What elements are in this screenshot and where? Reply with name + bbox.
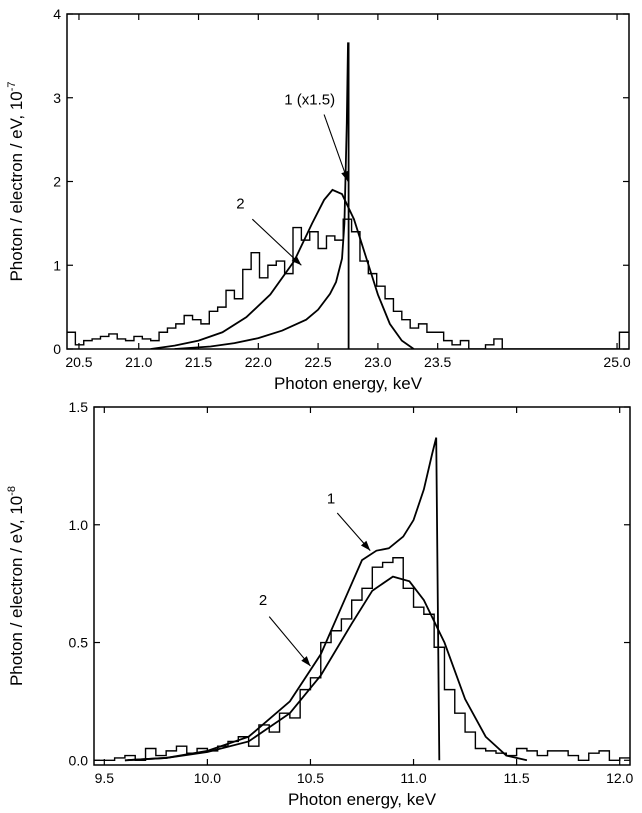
y-axis-label: Photon / electron / eV, 10-8 (6, 486, 26, 686)
x-tick-label: 23.5 (424, 354, 451, 370)
plot-area (94, 437, 630, 762)
annotation-label: 2 (259, 592, 267, 609)
annotation-label: 1 (x1.5) (284, 91, 335, 108)
annotation-label: 1 (327, 491, 335, 508)
annotation-arrow (251, 218, 302, 266)
annotation-label: 2 (236, 195, 244, 212)
y-axis-label: Photon / electron / eV, 10-7 (6, 81, 26, 281)
chart-panel-1: 20.5 21.0 21.5 22.0 22.5 23.0 23.5 25.0 0 1 2 3 4 Pho… (6, 6, 631, 393)
annotation-arrowhead (341, 170, 349, 182)
annotation-arrowhead (291, 255, 302, 266)
annotation-arrowhead (301, 656, 311, 667)
y-tick-label: 3 (53, 90, 61, 106)
x-tick-label: 22.5 (304, 354, 331, 370)
series-curve-2 (150, 188, 415, 349)
x-tick-label: 9.5 (95, 770, 115, 786)
annotation-arrow (268, 616, 311, 667)
annotation-arrowhead (360, 540, 371, 551)
annotation-arrow (323, 114, 349, 182)
series-histogram (94, 557, 630, 761)
series-histogram (67, 218, 629, 349)
x-tick-label: 10.0 (194, 770, 221, 786)
series-curve-1 (174, 42, 350, 349)
plot-area (67, 42, 629, 349)
x-tick-label: 21.5 (185, 354, 212, 370)
x-tick-label: 22.0 (245, 354, 272, 370)
series-curve-1 (124, 437, 441, 762)
y-axis-label-exponent: -7 (6, 81, 18, 91)
x-tick-label: 12.0 (606, 770, 633, 786)
x-tick-label: 25.0 (603, 354, 630, 370)
y-axis-label-exponent: -8 (6, 486, 18, 496)
x-tick-label: 21.0 (125, 354, 152, 370)
chart-panel-2: 9.5 10.0 10.5 11.0 11.5 12.0 0.0 0.5 1.0 1.5 Photo… (6, 399, 634, 809)
y-tick-label: 0.0 (69, 752, 89, 768)
y-tick-label: 1 (53, 257, 61, 273)
y-tick-label: 4 (53, 6, 61, 22)
x-tick-label: 11.0 (400, 770, 426, 786)
y-tick-label: 0 (53, 341, 61, 357)
x-tick-label: 10.5 (297, 770, 324, 786)
plot-frame (93, 406, 631, 766)
x-tick-label: 23.0 (364, 354, 391, 370)
x-tick-label: 11.5 (504, 770, 530, 786)
x-tick-label: 20.5 (65, 354, 92, 370)
x-axis-label: Photon energy, keV (288, 790, 437, 809)
y-tick-label: 2 (53, 174, 61, 190)
series-curve-2 (124, 575, 528, 762)
x-axis-label: Photon energy, keV (274, 374, 423, 393)
y-tick-label: 0.5 (69, 635, 89, 651)
y-tick-label: 1.0 (69, 517, 89, 533)
y-tick-label: 1.5 (69, 399, 89, 415)
